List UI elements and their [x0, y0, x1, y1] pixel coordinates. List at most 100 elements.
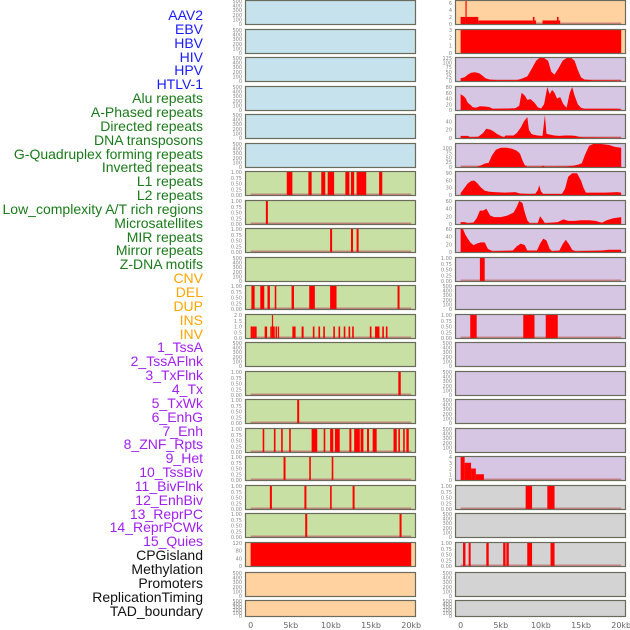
panel-background [455, 342, 626, 367]
y-tick-label: 0 [449, 22, 452, 28]
track-panel: 0.000.250.500.751.00 [231, 512, 417, 541]
x-tick-label: 5kb [283, 621, 298, 630]
y-tick-label: 120 [232, 541, 242, 547]
track-panel: 0.000.250.500.751.00 [231, 398, 417, 427]
y-tick-label: 0.25 [441, 273, 452, 279]
y-tick-label: 0.50 [441, 496, 452, 502]
y-tick-label: 0.25 [231, 301, 242, 307]
y-tick-label: 1.0 [234, 325, 242, 331]
data-bar [333, 326, 335, 338]
data-bar [250, 326, 253, 338]
data-bar [289, 429, 291, 452]
panel-background [455, 428, 626, 453]
y-tick-label: 500 [442, 341, 452, 347]
data-bar [367, 429, 370, 452]
track-label: HTLV-1 [156, 76, 203, 93]
panel-frame [244, 113, 417, 140]
y-tick-label: 0.25 [231, 187, 242, 193]
y-tick-label: 0.00 [441, 507, 452, 513]
y-tick-label: 400 [442, 289, 452, 295]
panel-background [455, 485, 626, 510]
y-tick-label: 200 [232, 355, 242, 361]
panel-frame [454, 541, 627, 568]
y-tick-label: 0.25 [231, 444, 242, 450]
data-bar [262, 429, 265, 452]
y-tick-label: 100 [232, 103, 242, 109]
y-tick-label: 500 [442, 284, 452, 290]
y-tick-label: 0.75 [231, 490, 242, 496]
y-tick-label: 0.25 [231, 244, 242, 250]
baseline-mark [460, 507, 622, 510]
coverage-area [460, 144, 622, 167]
y-tick-label: 20 [446, 242, 452, 248]
y-tick-label: 0.25 [231, 415, 242, 421]
coverage-area [460, 201, 622, 224]
data-bar [343, 326, 346, 338]
panel-frame [454, 398, 627, 425]
y-tick-label: 300 [442, 293, 452, 299]
y-tick-label: 500 [232, 142, 242, 148]
track-label: DNA transposons [94, 131, 203, 148]
panel-background [245, 399, 416, 424]
y-tick-label: 0 [239, 364, 242, 370]
x-tick-label: 5kb [493, 621, 508, 630]
data-bar [277, 326, 280, 338]
data-bar [463, 543, 466, 566]
panel-frame [244, 199, 417, 226]
y-tick-label: 200 [232, 127, 242, 133]
panel-frame [454, 113, 627, 140]
y-tick-label: 0.50 [231, 182, 242, 188]
baseline-mark [250, 222, 412, 225]
y-tick-label: 0.50 [231, 239, 242, 245]
y-tick-label: 400 [232, 576, 242, 582]
data-bar [348, 326, 351, 338]
panel-background [455, 285, 626, 310]
y-tick-label: 0 [449, 614, 452, 620]
y-tick-label: 0.50 [231, 467, 242, 473]
y-tick-label: 200 [232, 156, 242, 162]
data-bar [369, 326, 372, 338]
panel-frame [454, 0, 627, 26]
y-tick-label: 0 [449, 108, 452, 114]
y-tick-label: 0 [449, 364, 452, 370]
panel-frame [244, 170, 417, 197]
track-label: G-Quadruplex forming repeats [13, 145, 203, 162]
data-bar [267, 286, 270, 309]
y-tick-label: 0.75 [231, 290, 242, 296]
y-tick-label: 0 [239, 614, 242, 620]
y-tick-label: 0 [449, 222, 452, 228]
y-tick-label: 0.00 [231, 507, 242, 513]
data-bar [338, 326, 341, 338]
data-bar [283, 457, 286, 480]
y-tick-label: 300 [442, 379, 452, 385]
y-tick-label: 1.00 [231, 427, 242, 433]
track-label: 11_BivFlnk [134, 477, 203, 494]
y-tick-label: 300 [232, 151, 242, 157]
y-tick-label: 500 [232, 256, 242, 262]
data-bar [354, 429, 360, 452]
y-tick-label: 0.25 [441, 330, 452, 336]
panel-frame [244, 370, 417, 397]
data-bar [385, 326, 388, 338]
track-panel: 0.000.250.500.751.00 [231, 455, 417, 484]
y-tick-label: 400 [442, 602, 452, 608]
x-tick-label: 10kb [321, 621, 341, 630]
y-tick-label: 400 [232, 602, 242, 608]
panel-background [245, 342, 416, 367]
y-tick-label: 80 [446, 85, 452, 91]
y-tick-label: 0.75 [231, 404, 242, 410]
y-tick-label: 0.00 [441, 564, 452, 570]
y-tick-label: 0.00 [441, 279, 452, 285]
y-tick-label: 500 [232, 571, 242, 577]
y-tick-label: 1.00 [231, 370, 242, 376]
y-tick-label: 300 [232, 37, 242, 43]
y-tick-label: 0.00 [231, 193, 242, 199]
track-label: INV [179, 325, 203, 342]
panel-background [455, 371, 626, 396]
track-panel: 0.000.250.500.751.00 [231, 370, 417, 399]
panel-background [455, 542, 626, 567]
